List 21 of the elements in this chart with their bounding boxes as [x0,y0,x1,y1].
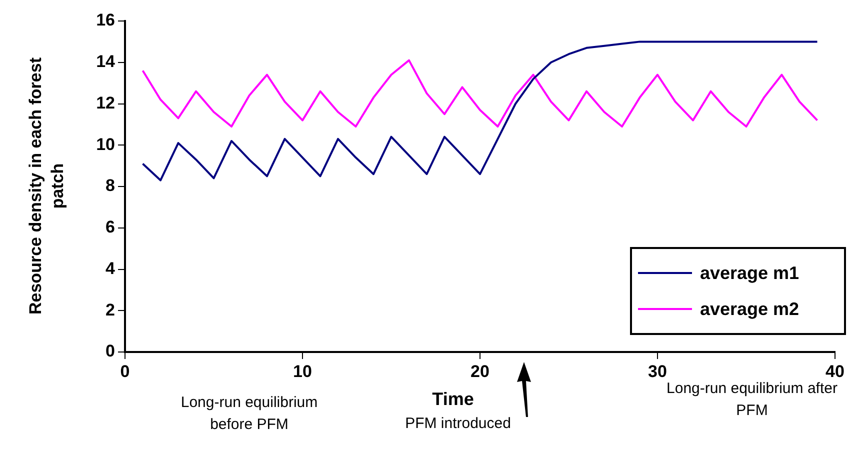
x-tick-label: 40 [826,362,844,381]
x-tick-label: 0 [120,362,130,381]
y-tick-label: 0 [106,342,115,361]
text: Long-run equilibrium after PFM [666,380,838,420]
y-tick-label: 16 [96,10,115,30]
legend-label: average m1 [700,262,800,284]
x-tick-label: 20 [470,362,490,381]
text: Long-run equilibrium before PFM [180,394,318,434]
y-tick-label: 12 [96,93,115,112]
x-tick-label: 30 [648,362,667,381]
text: PFM introduced [405,415,511,432]
y-tick-label: 4 [106,258,116,278]
y-tick-label: 14 [96,52,116,72]
x-axis-title: Time [432,388,474,409]
x-tick-label: 10 [293,362,312,381]
y-tick-label: 2 [106,300,115,320]
legend-label: average m2 [700,298,800,320]
y-tick-label: 8 [106,176,115,196]
y-tick-label: 10 [96,134,115,154]
y-tick-label: 6 [106,218,115,237]
y-axis-title: Resource density in each forest patch [25,56,68,316]
